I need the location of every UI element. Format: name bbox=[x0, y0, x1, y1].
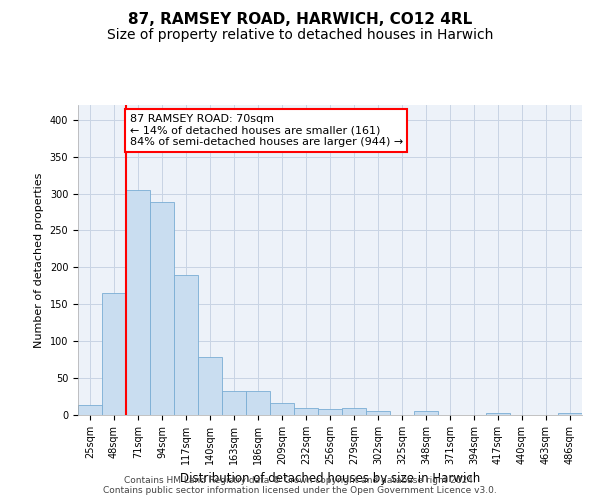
Bar bbox=[342, 408, 366, 415]
Text: Contains public sector information licensed under the Open Government Licence v3: Contains public sector information licen… bbox=[103, 486, 497, 495]
Bar bbox=[246, 392, 270, 415]
Bar bbox=[222, 392, 246, 415]
Bar bbox=[366, 412, 390, 415]
Text: Contains HM Land Registry data © Crown copyright and database right 2024.: Contains HM Land Registry data © Crown c… bbox=[124, 476, 476, 485]
Bar bbox=[558, 413, 582, 415]
Text: Size of property relative to detached houses in Harwich: Size of property relative to detached ho… bbox=[107, 28, 493, 42]
Bar bbox=[414, 412, 438, 415]
Text: 87 RAMSEY ROAD: 70sqm
← 14% of detached houses are smaller (161)
84% of semi-det: 87 RAMSEY ROAD: 70sqm ← 14% of detached … bbox=[130, 114, 403, 147]
Bar bbox=[78, 406, 102, 415]
Bar bbox=[150, 202, 174, 415]
Bar bbox=[294, 408, 318, 415]
Bar bbox=[174, 275, 198, 415]
Bar bbox=[126, 190, 150, 415]
Bar bbox=[102, 293, 126, 415]
Bar bbox=[198, 358, 222, 415]
Y-axis label: Number of detached properties: Number of detached properties bbox=[34, 172, 44, 348]
Bar bbox=[318, 409, 342, 415]
Text: 87, RAMSEY ROAD, HARWICH, CO12 4RL: 87, RAMSEY ROAD, HARWICH, CO12 4RL bbox=[128, 12, 472, 28]
X-axis label: Distribution of detached houses by size in Harwich: Distribution of detached houses by size … bbox=[180, 472, 480, 486]
Bar bbox=[486, 413, 510, 415]
Bar bbox=[270, 403, 294, 415]
